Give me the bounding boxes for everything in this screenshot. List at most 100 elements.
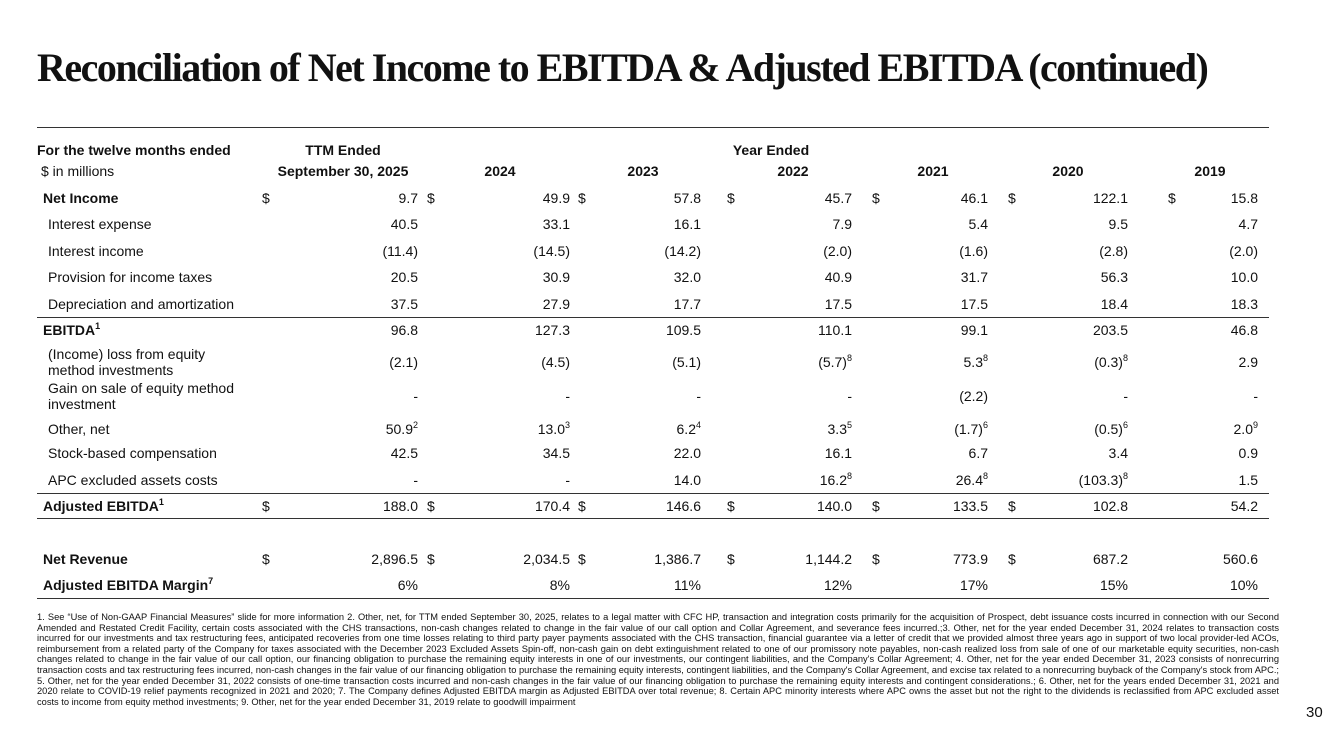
cell-value: 2.0 bbox=[1233, 421, 1253, 437]
cell: 13.03 bbox=[450, 421, 570, 438]
cell: 10.0 bbox=[1138, 269, 1258, 285]
row-label: Depreciation and amortization bbox=[48, 296, 234, 312]
title: Reconciliation of Net Income to EBITDA &… bbox=[37, 45, 1209, 90]
row-label: Gain on sale of equity method investment bbox=[48, 380, 238, 412]
row-label-text: Adjusted EBITDA bbox=[43, 498, 159, 514]
cell-value: (2.1) bbox=[389, 354, 418, 370]
cell: 16.1 bbox=[732, 445, 852, 461]
cell: 96.8 bbox=[298, 322, 418, 338]
footnote-ref: 8 bbox=[982, 353, 988, 363]
currency: $ bbox=[727, 551, 735, 567]
cell: - bbox=[581, 388, 701, 404]
footnote-ref: 8 bbox=[846, 353, 852, 363]
cell-value: 12% bbox=[823, 577, 852, 593]
cell: 56.3 bbox=[1008, 269, 1128, 285]
row-label-text: Depreciation and amortization bbox=[48, 296, 234, 312]
cell-value: 16.1 bbox=[673, 216, 701, 232]
cell: 1.5 bbox=[1138, 472, 1258, 488]
cell: 17% bbox=[868, 577, 988, 593]
row-label: Interest income bbox=[48, 243, 144, 259]
currency: $ bbox=[1008, 551, 1016, 567]
cell: - bbox=[450, 388, 570, 404]
cell: 20.5 bbox=[298, 269, 418, 285]
cell-value: 122.1 bbox=[1092, 190, 1128, 206]
cell-value: 2,896.5 bbox=[371, 551, 418, 567]
footnote-ref: 6 bbox=[1122, 420, 1128, 430]
cell-value: 31.7 bbox=[960, 269, 988, 285]
cell-value: 15.8 bbox=[1230, 190, 1258, 206]
cell: 687.2 bbox=[1008, 551, 1128, 567]
rule bbox=[37, 127, 1269, 128]
cell: (2.1) bbox=[298, 354, 418, 370]
cell-value: 40.9 bbox=[824, 269, 852, 285]
cell-value: 773.9 bbox=[952, 551, 988, 567]
cell-value: 4.7 bbox=[1238, 216, 1258, 232]
cell-value: (0.3) bbox=[1094, 354, 1123, 370]
cell-value: 140.0 bbox=[816, 498, 852, 514]
cell: (14.2) bbox=[581, 243, 701, 259]
currency: $ bbox=[427, 551, 435, 567]
cell-value: (1.6) bbox=[959, 243, 988, 259]
cell-value: 46.1 bbox=[960, 190, 988, 206]
cell-value: 9.5 bbox=[1108, 216, 1128, 232]
cell-value: 20.5 bbox=[390, 269, 418, 285]
cell-value: (0.5) bbox=[1094, 421, 1123, 437]
cell: 17.7 bbox=[581, 296, 701, 312]
cell-value: 127.3 bbox=[534, 322, 570, 338]
row-label-text: EBITDA bbox=[43, 322, 96, 338]
cell-value: (2.0) bbox=[1229, 243, 1258, 259]
row-label: Adjusted EBITDA Margin7 bbox=[43, 577, 213, 594]
currency: $ bbox=[1008, 190, 1016, 206]
cell-value: (11.4) bbox=[382, 243, 418, 259]
cell-value: 109.5 bbox=[665, 322, 701, 338]
currency: $ bbox=[727, 498, 735, 514]
cell: 37.5 bbox=[298, 296, 418, 312]
footnote-ref: 1 bbox=[158, 497, 164, 507]
cell-value: 14.0 bbox=[673, 472, 701, 488]
cell: 773.9 bbox=[868, 551, 988, 567]
rule bbox=[37, 518, 1269, 519]
cell: 5.4 bbox=[868, 216, 988, 232]
header-label: For the twelve months ended bbox=[37, 142, 231, 158]
cell: 560.6 bbox=[1138, 551, 1258, 567]
cell: 11% bbox=[581, 577, 701, 593]
cell-value: 18.4 bbox=[1100, 296, 1128, 312]
cell-value: 22.0 bbox=[673, 445, 701, 461]
header-years: Year Ended bbox=[732, 142, 810, 158]
cell-value: (4.5) bbox=[541, 354, 570, 370]
cell: 2,896.5 bbox=[298, 551, 418, 567]
cell: (103.3)8 bbox=[1008, 472, 1128, 489]
cell-value: - bbox=[565, 388, 570, 404]
cell-value: 96.8 bbox=[390, 322, 418, 338]
footnote-ref: 1 bbox=[95, 321, 101, 331]
cell: 46.1 bbox=[868, 190, 988, 206]
cell-value: 99.1 bbox=[960, 322, 988, 338]
currency: $ bbox=[872, 551, 880, 567]
cell-value: (14.5) bbox=[533, 243, 570, 259]
footnote-ref: 4 bbox=[695, 420, 701, 430]
cell: 16.28 bbox=[732, 472, 852, 489]
cell: 2.9 bbox=[1138, 354, 1258, 370]
cell: 33.1 bbox=[450, 216, 570, 232]
cell-value: 3.4 bbox=[1108, 445, 1128, 461]
cell: 16.1 bbox=[581, 216, 701, 232]
header-year: 2023 bbox=[627, 163, 659, 179]
cell: 6% bbox=[298, 577, 418, 593]
cell: 10% bbox=[1138, 577, 1258, 593]
cell: 54.2 bbox=[1138, 498, 1258, 514]
cell-value: 11% bbox=[674, 577, 701, 593]
row-label: Provision for income taxes bbox=[48, 269, 212, 285]
cell: 18.3 bbox=[1138, 296, 1258, 312]
cell-value: 37.5 bbox=[390, 296, 418, 312]
cell-value: - bbox=[1123, 388, 1128, 404]
cell: 14.0 bbox=[581, 472, 701, 488]
cell-value: (1.7) bbox=[954, 421, 983, 437]
header-year: 2024 bbox=[484, 163, 516, 179]
cell-value: (2.8) bbox=[1099, 243, 1128, 259]
cell-value: 16.2 bbox=[819, 472, 847, 488]
cell-value: 18.3 bbox=[1230, 296, 1258, 312]
row-label: Net Income bbox=[43, 190, 118, 206]
header-year: 2021 bbox=[917, 163, 949, 179]
cell-value: (5.7) bbox=[818, 354, 847, 370]
